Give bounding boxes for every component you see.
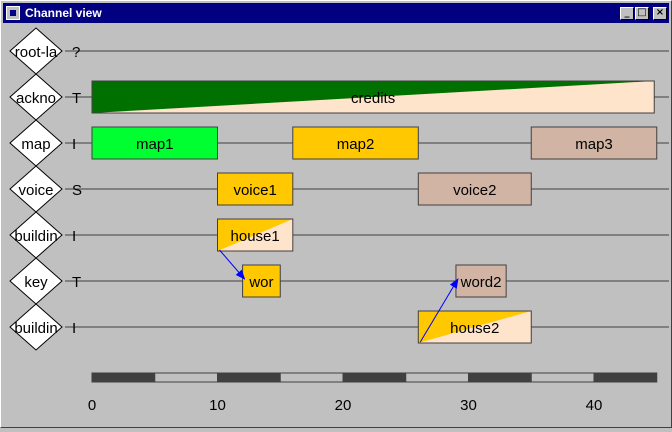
link-arrow — [419, 278, 459, 343]
item-label: house2 — [450, 320, 499, 337]
axis-tick-label: 10 — [209, 397, 226, 414]
time-track-segment[interactable] — [217, 372, 281, 383]
channel-type: I — [72, 320, 76, 337]
channel-name: key — [24, 274, 48, 291]
channel-type: T — [72, 274, 81, 291]
item-label: voice1 — [233, 182, 276, 199]
item-accent — [217, 219, 293, 251]
channel-type: I — [72, 228, 76, 245]
axis-tick-label: 20 — [335, 397, 352, 414]
maximize-button[interactable]: □ — [635, 7, 649, 20]
item-box[interactable] — [418, 173, 532, 205]
axis-tick-label: 0 — [88, 397, 96, 414]
channel-node[interactable] — [9, 303, 63, 351]
time-track-segment[interactable] — [342, 372, 407, 383]
channel-type: ? — [72, 44, 80, 61]
item-label: wor — [248, 274, 273, 291]
time-track-segment[interactable] — [154, 372, 218, 383]
item-label: word2 — [460, 274, 502, 291]
channel-name: buildin — [14, 320, 57, 337]
title-bar[interactable]: Channel view _ □ × — [3, 3, 669, 23]
time-track-segment[interactable] — [279, 372, 344, 383]
channel-type: T — [72, 90, 81, 107]
close-button[interactable]: × — [653, 7, 667, 20]
channel-name: voice — [18, 182, 53, 199]
time-track-segment[interactable] — [405, 372, 469, 383]
time-track-segment[interactable] — [593, 372, 658, 383]
axis-tick-label: 30 — [460, 397, 477, 414]
item-border — [91, 80, 655, 114]
item-label: map2 — [337, 136, 375, 153]
item-border — [530, 126, 658, 160]
item-label: map1 — [136, 136, 174, 153]
item-border — [417, 172, 532, 206]
item-box[interactable] — [455, 265, 507, 297]
app-icon[interactable] — [6, 6, 20, 20]
item-accent — [418, 311, 532, 343]
item-box[interactable] — [92, 127, 218, 159]
item-border — [242, 264, 281, 298]
item-box[interactable] — [531, 127, 657, 159]
item-box[interactable] — [242, 265, 281, 297]
channel-name: map — [21, 136, 50, 153]
window-title: Channel view — [25, 6, 102, 20]
item-label: map3 — [575, 136, 613, 153]
item-border — [217, 172, 294, 206]
channel-type: S — [72, 182, 82, 199]
time-track-segment[interactable] — [468, 372, 532, 383]
item-label: house1 — [231, 228, 280, 245]
item-box[interactable] — [217, 173, 293, 205]
channel-type: I — [72, 136, 76, 153]
item-border — [292, 126, 419, 160]
time-track-segment[interactable] — [530, 372, 595, 383]
minimize-button[interactable]: _ — [620, 7, 634, 20]
item-box[interactable] — [292, 127, 419, 159]
item-border — [91, 126, 218, 160]
channel-name: buildin — [14, 228, 57, 245]
channel-name: root-la — [15, 44, 58, 61]
item-label: voice2 — [453, 182, 496, 199]
time-track-segment[interactable] — [91, 372, 156, 383]
item-border — [417, 310, 532, 344]
item-border — [217, 218, 294, 252]
item-label: credits — [351, 90, 395, 107]
channel-name: ackno — [16, 90, 56, 107]
link-arrow — [219, 249, 246, 280]
axis-tick-label: 40 — [586, 397, 603, 414]
item-accent — [92, 81, 655, 113]
